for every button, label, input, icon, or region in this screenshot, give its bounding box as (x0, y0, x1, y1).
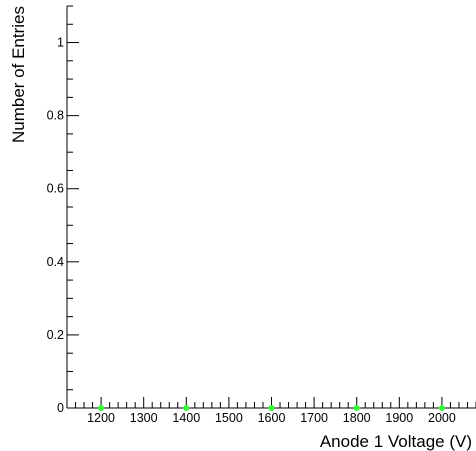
y-tick-label: 0 (57, 401, 64, 415)
x-tick-label: 1700 (300, 411, 328, 425)
data-point (438, 405, 445, 411)
x-tick-label: 1500 (215, 411, 243, 425)
x-tick-label: 1300 (130, 411, 158, 425)
x-tick-label: 2000 (428, 411, 456, 425)
y-tick-label: 0.8 (47, 109, 64, 123)
y-tick-label: 1 (57, 36, 64, 50)
data-point (268, 405, 275, 411)
y-axis-title: Number of Entries (9, 6, 28, 143)
data-point (353, 405, 360, 411)
y-tick-label: 0.6 (47, 182, 64, 196)
y-tick-label: 0.4 (47, 255, 64, 269)
x-tick-label: 1900 (385, 411, 413, 425)
data-series (98, 405, 445, 411)
y-axis: 0 0.2 0.4 0.6 0.8 1 (47, 5, 79, 415)
data-point (183, 405, 190, 411)
x-tick-label: 1600 (258, 411, 286, 425)
x-tick-label: 1200 (87, 411, 115, 425)
y-tick-label: 0.2 (47, 328, 64, 342)
x-axis: 1200 1300 1400 1500 1600 1700 1800 1900 2000 (66, 397, 476, 425)
plot-frame (66, 6, 476, 409)
x-tick-label: 1400 (172, 411, 200, 425)
x-tick-label: 1800 (343, 411, 371, 425)
data-point (98, 405, 105, 411)
x-axis-title: Anode 1 Voltage (V) (320, 432, 472, 451)
